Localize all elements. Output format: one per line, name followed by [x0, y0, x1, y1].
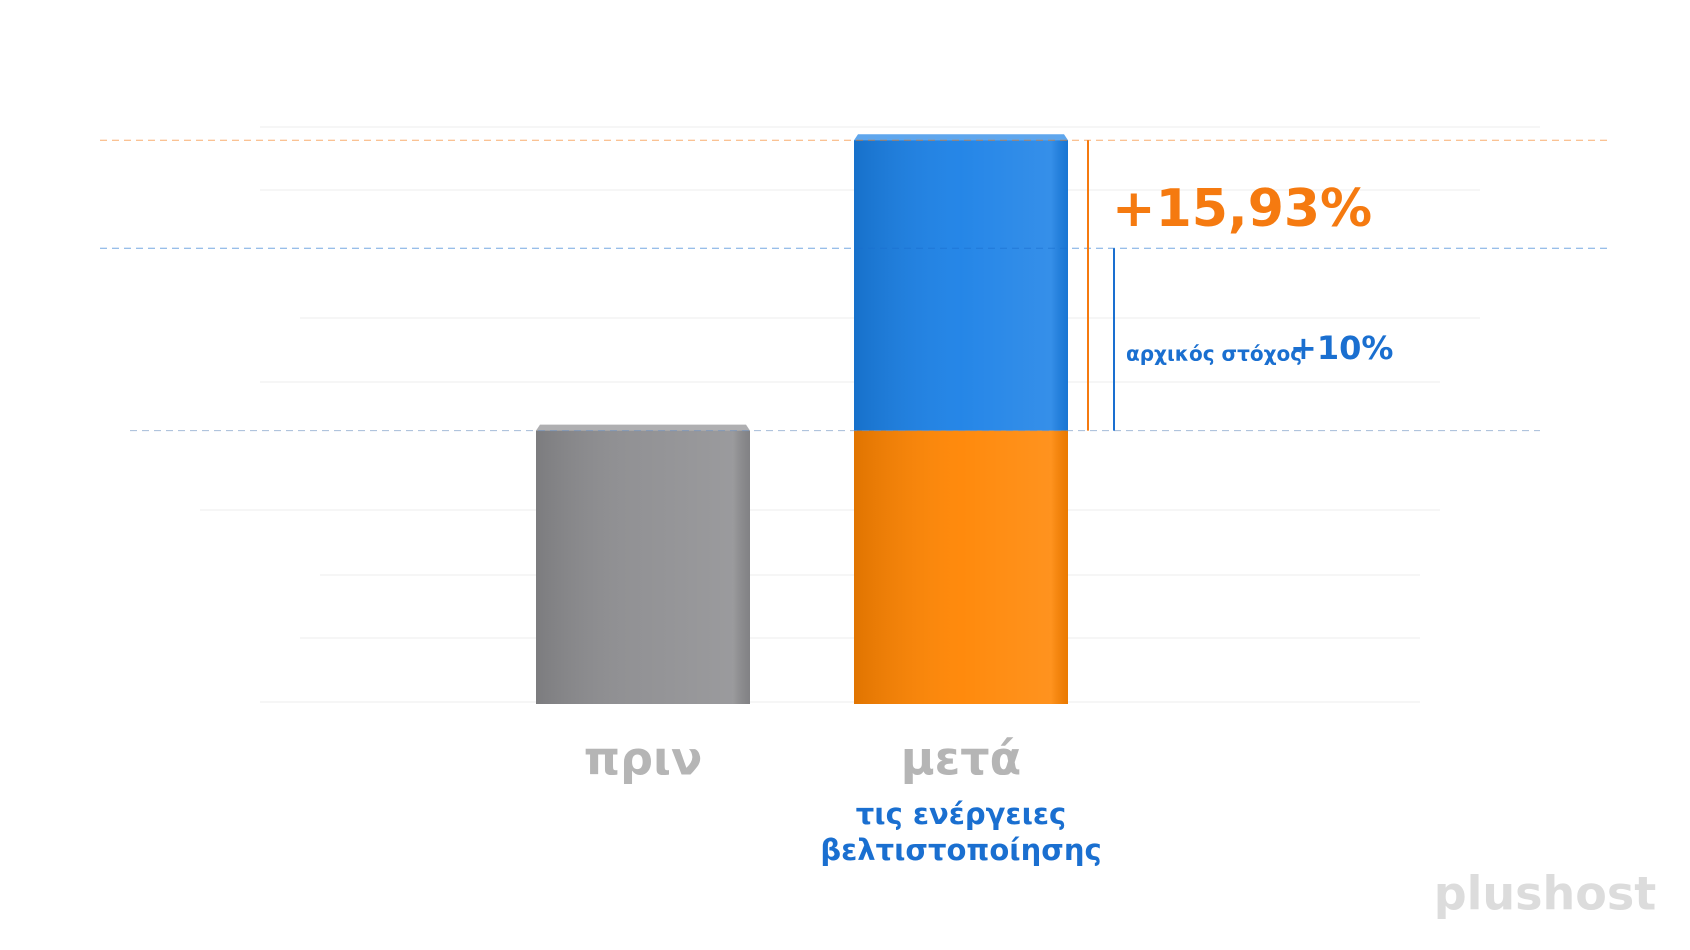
category-note: τις ενέργειες — [856, 797, 1066, 831]
target-text: αρχικός στόχος — [1126, 342, 1302, 366]
bar-shade — [536, 430, 750, 704]
category-label: πριν — [584, 732, 703, 786]
increase-label: +15,93% — [1112, 179, 1372, 239]
category-label: μετά — [901, 732, 1021, 786]
watermark: plushost — [1434, 867, 1657, 921]
target-label: +10% — [1290, 329, 1393, 367]
bar-top — [854, 134, 1068, 141]
bar-shade — [854, 140, 1068, 431]
bar-shade — [854, 430, 1068, 704]
bar-top — [536, 424, 750, 431]
category-note: βελτιστοποίησης — [820, 833, 1101, 867]
